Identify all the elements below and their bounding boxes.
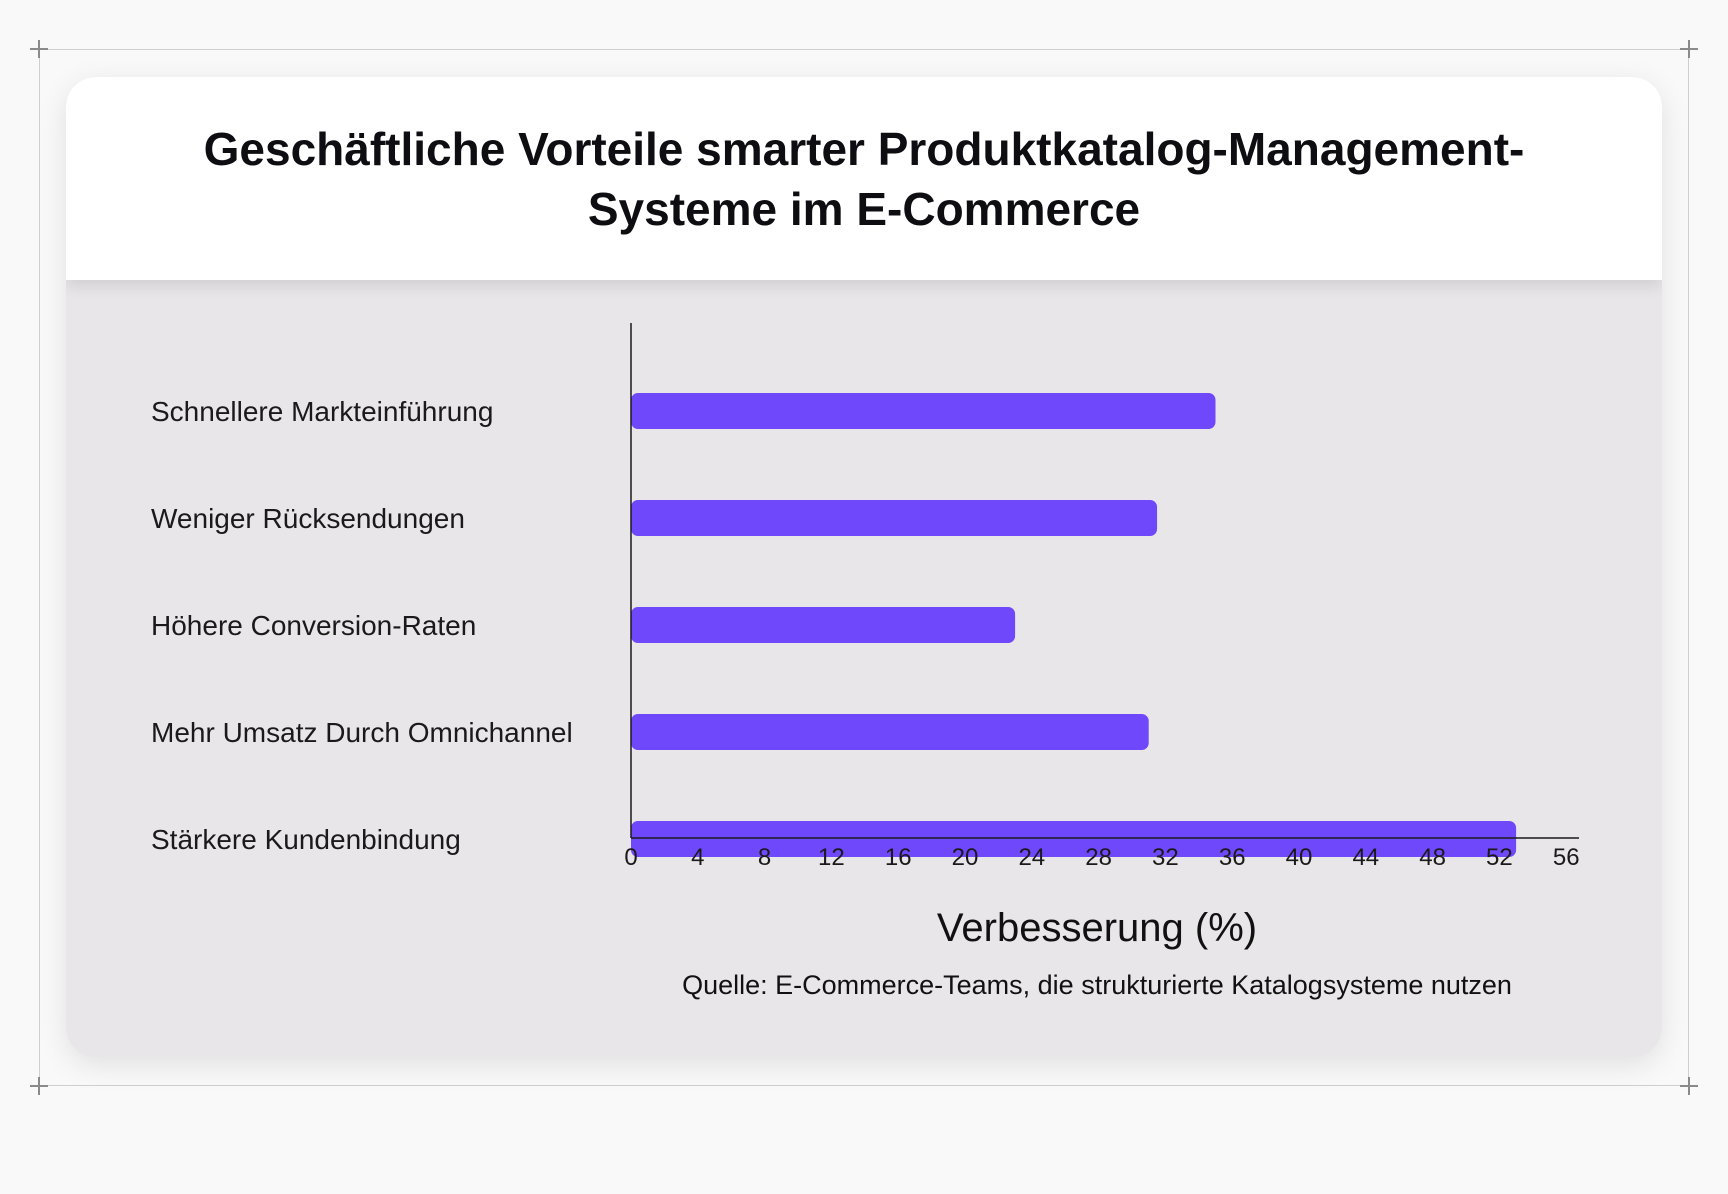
bars-layer (631, 393, 1517, 857)
category-label: Mehr Umsatz Durch Omnichannel (151, 717, 573, 748)
bar-4 (631, 821, 1517, 857)
title-panel: Geschäftliche Vorteile smarter Produktka… (66, 77, 1662, 280)
crosshair-top-left-icon (30, 40, 48, 58)
crosshair-top-right-icon (1680, 40, 1698, 58)
crosshair-bottom-right-icon (1680, 1077, 1698, 1095)
crosshair-bottom-left-icon (30, 1077, 48, 1095)
x-tick-label: 48 (1419, 844, 1446, 871)
x-tick-label: 52 (1486, 844, 1513, 871)
x-tick-label: 56 (1553, 844, 1580, 871)
frame-left-line (39, 44, 40, 1090)
x-tick-label: 32 (1152, 844, 1179, 871)
x-tick-label: 36 (1219, 844, 1246, 871)
x-tick-label: 40 (1286, 844, 1313, 871)
bar-chart: Schnellere Markteinführung Weniger Rückse… (151, 323, 1580, 1000)
x-tick-label: 20 (952, 844, 979, 871)
x-tick-label: 12 (818, 844, 845, 871)
x-tick-label: 4 (691, 844, 704, 871)
x-tick-label: 24 (1018, 844, 1045, 871)
bar-2 (631, 607, 1016, 643)
bar-3 (631, 714, 1149, 750)
category-label: Weniger Rücksendungen (151, 503, 465, 534)
category-labels: Schnellere Markteinführung Weniger Rückse… (151, 396, 573, 855)
category-label: Höhere Conversion-Raten (151, 610, 476, 641)
x-tick-label: 0 (624, 844, 637, 871)
bar-0 (631, 393, 1216, 429)
category-label: Schnellere Markteinführung (151, 396, 493, 427)
x-axis-ticks: 0 4 8 12 16 20 24 28 32 36 40 44 48 52 56 (624, 844, 1579, 871)
category-label: Stärkere Kundenbindung (151, 824, 461, 855)
x-tick-label: 8 (758, 844, 771, 871)
frame-right-line (1688, 44, 1689, 1090)
x-axis-title: Verbesserung (%) (937, 906, 1257, 950)
chart-title: Geschäftliche Vorteile smarter Produktka… (203, 122, 1525, 235)
frame-bottom-line (38, 1085, 1690, 1086)
x-tick-label: 44 (1352, 844, 1379, 871)
source-note: Quelle: E-Commerce-Teams, die strukturie… (682, 970, 1512, 1000)
chart-card: Geschäftliche Vorteile smarter Produktka… (66, 77, 1662, 1057)
x-tick-label: 16 (885, 844, 912, 871)
x-tick-label: 28 (1085, 844, 1112, 871)
frame-top-line (38, 49, 1690, 50)
bar-1 (631, 500, 1158, 536)
